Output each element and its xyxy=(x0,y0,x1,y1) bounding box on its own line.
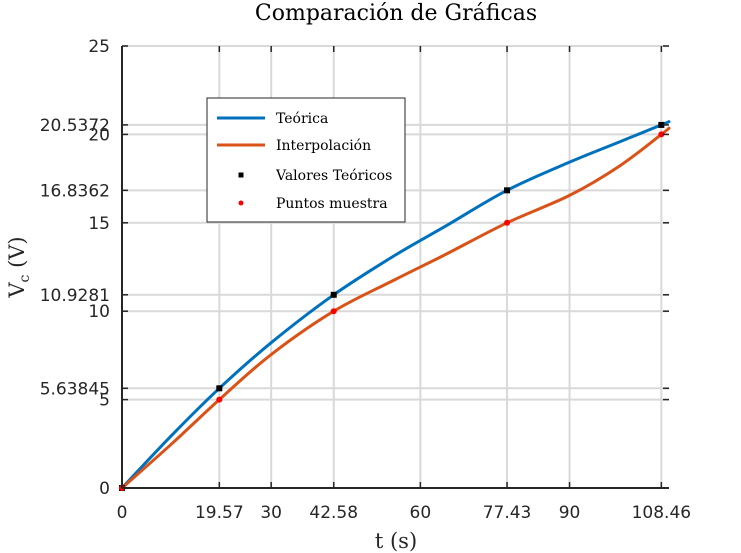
point-puntos-muestra-3 xyxy=(504,219,511,226)
y-tick-label-3: 10 xyxy=(88,302,110,322)
y-axis-label: Vc (V) xyxy=(5,236,33,298)
x-tick-label-6: 90 xyxy=(559,503,581,523)
point-puntos-muestra-1 xyxy=(216,396,223,403)
legend-label-2: Valores Teóricos xyxy=(275,168,392,184)
x-tick-label-1: 19.57 xyxy=(195,503,244,523)
y-tick-label-0: 0 xyxy=(99,479,110,499)
point-puntos-muestra-4 xyxy=(658,131,665,138)
legend-label-1: Interpolación xyxy=(276,138,371,154)
point-valores-teoricos-1 xyxy=(216,385,223,392)
y-tick-label-5: 15 xyxy=(88,214,110,234)
y-tick-label-9: 25 xyxy=(88,37,110,57)
y-axis-label-unit: (V) xyxy=(5,236,29,274)
y-tick-label-7: 20 xyxy=(88,125,110,145)
x-tick-label-5: 77.43 xyxy=(483,503,532,523)
x-axis-label: t (s) xyxy=(375,529,417,553)
y-tick-label-8: 20.5372 xyxy=(40,116,110,136)
series-line-interpolacion xyxy=(120,126,671,490)
series-layer xyxy=(119,120,671,491)
axes xyxy=(121,45,669,489)
x-tick-label-0: 0 xyxy=(117,503,128,523)
y-tick-label-4: 10.9281 xyxy=(40,286,110,306)
y-tick-label-2: 5.63845 xyxy=(40,379,110,399)
y-axis-label-sub: c xyxy=(17,274,33,282)
x-tick-label-2: 30 xyxy=(260,503,282,523)
grid-lines xyxy=(122,45,669,488)
x-tick-label-3: 42.58 xyxy=(309,503,358,523)
y-tick-label-1: 5 xyxy=(99,391,110,411)
point-valores-teoricos-4 xyxy=(658,121,665,128)
chart-title: Comparación de Gráficas xyxy=(255,1,537,26)
legend-label-0: Teórica xyxy=(276,111,328,127)
point-valores-teoricos-2 xyxy=(330,291,337,298)
point-valores-teoricos-3 xyxy=(504,187,511,194)
legend-label-3: Puntos muestra xyxy=(276,196,388,212)
point-puntos-muestra-2 xyxy=(330,308,337,315)
series-line-teorica xyxy=(120,120,671,490)
y-tick-label-6: 16.8362 xyxy=(40,181,110,201)
x-tick-label-7: 108.46 xyxy=(632,503,691,523)
tick-labels: 0 19.57 30 42.58 60 77.43 90 108.46055.63845101… xyxy=(40,37,691,523)
x-tick-label-4: 60 xyxy=(410,503,432,523)
legend-swatch-3 xyxy=(238,200,244,206)
legend: Teórica Interpolación Valores Teóricos Punt… xyxy=(206,97,406,223)
y-axis-label-main: V xyxy=(5,282,29,299)
legend-swatch-2 xyxy=(238,172,244,178)
